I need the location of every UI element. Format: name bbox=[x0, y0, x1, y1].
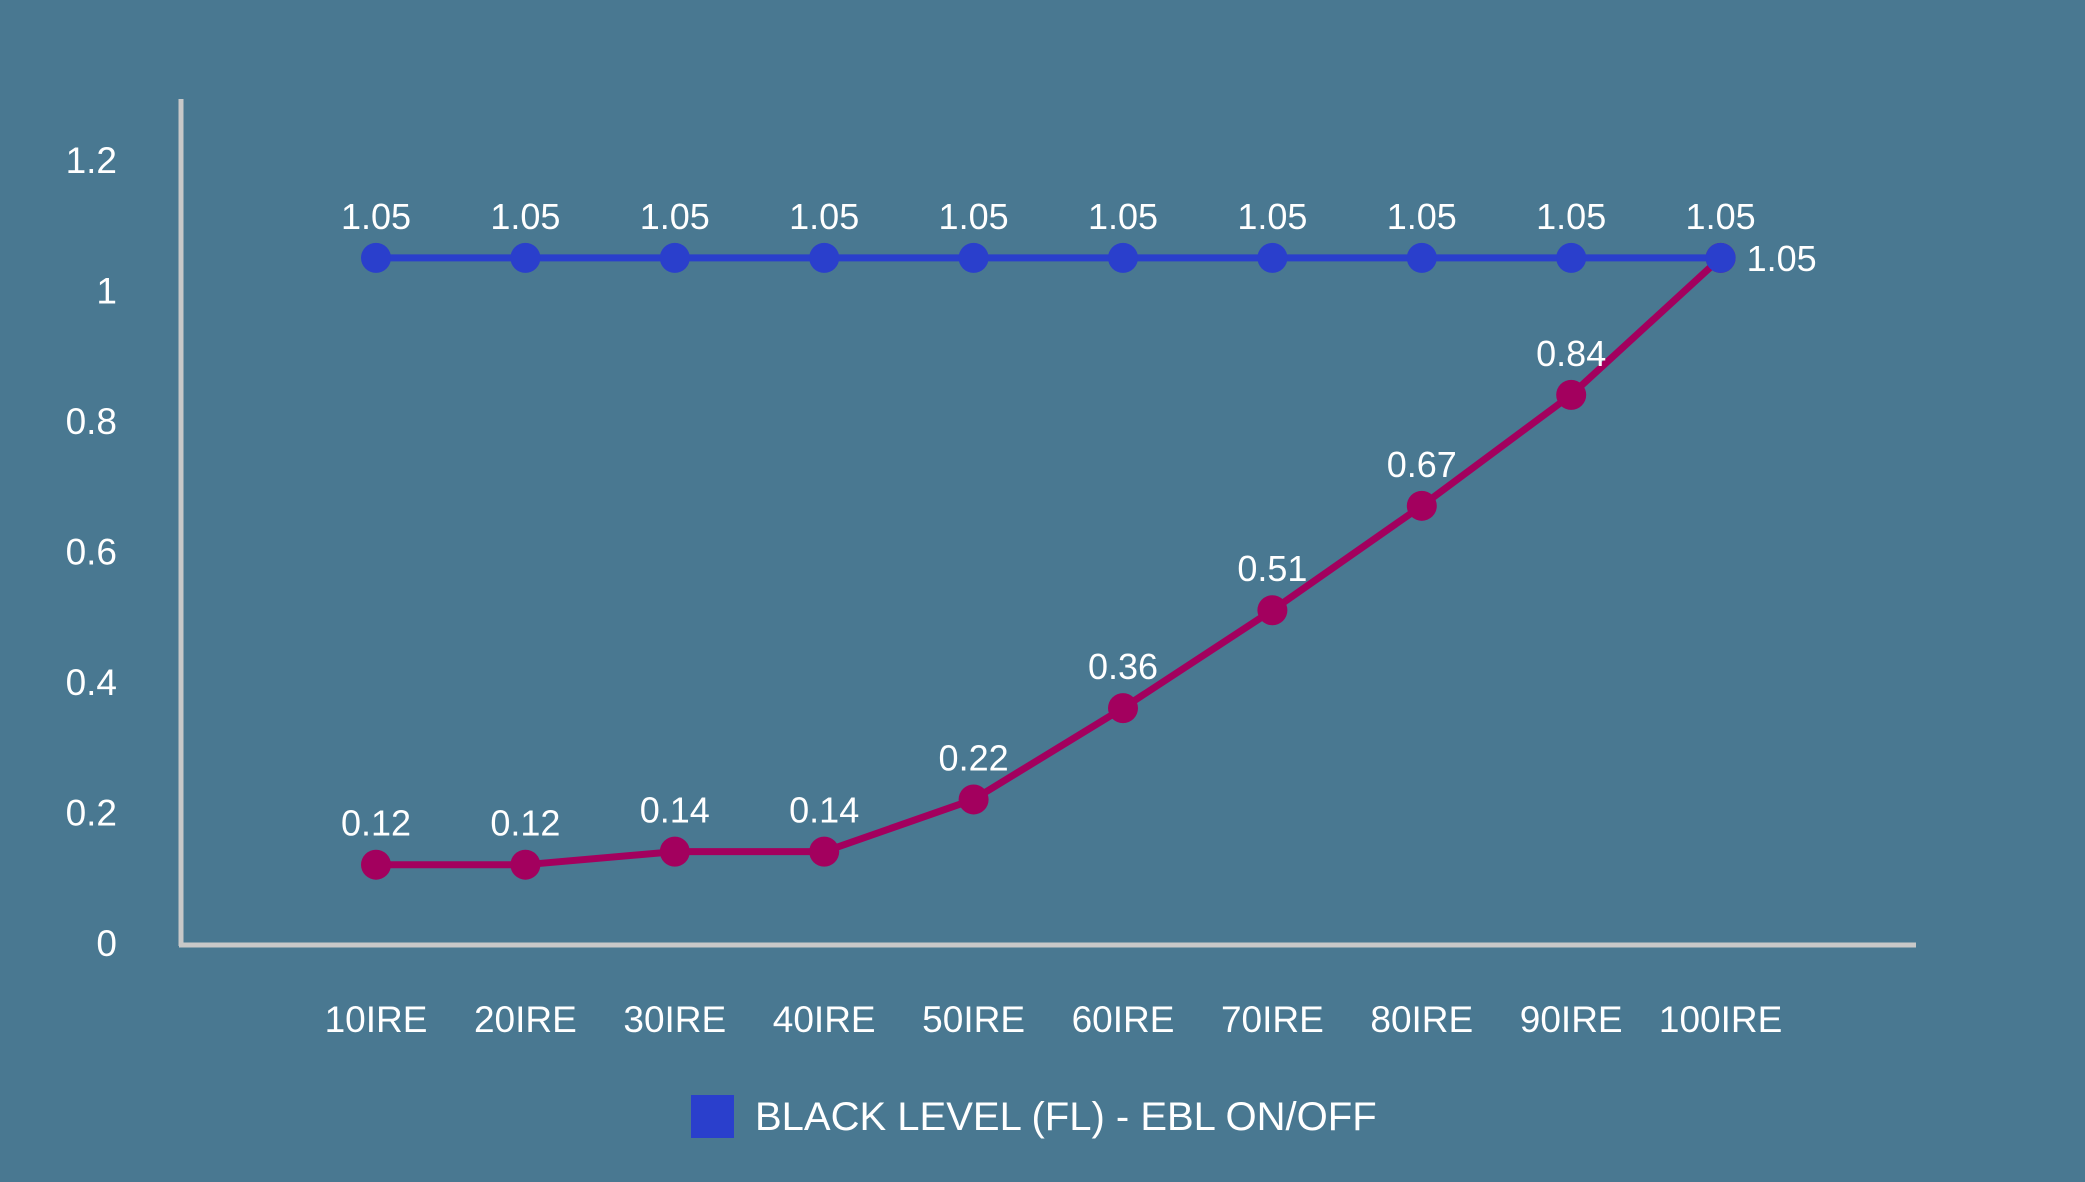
x-tick-label: 20IRE bbox=[474, 999, 577, 1040]
data-label: 1.05 bbox=[1536, 196, 1606, 237]
data-point[interactable] bbox=[1257, 595, 1288, 626]
x-tick-label: 90IRE bbox=[1520, 999, 1623, 1040]
series-0: 1.05 1.05 1.05 1.05 1.05 1.05 1.05 1.05 1.05 1.05 bbox=[341, 196, 1756, 273]
series-line bbox=[376, 255, 1723, 869]
data-label: 0.14 bbox=[640, 790, 710, 831]
data-label: 0.12 bbox=[490, 803, 560, 844]
y-tick-label: 0.6 bbox=[66, 532, 117, 573]
data-label: 0.22 bbox=[939, 737, 1009, 778]
data-point[interactable] bbox=[361, 242, 391, 273]
data-label: 1.05 bbox=[789, 196, 859, 237]
data-label: 1.05 bbox=[490, 196, 560, 237]
data-point[interactable] bbox=[958, 784, 989, 815]
x-tick-label: 50IRE bbox=[922, 999, 1025, 1040]
x-tick-label: 80IRE bbox=[1370, 999, 1473, 1040]
data-point[interactable] bbox=[1257, 242, 1288, 273]
data-label: 0.84 bbox=[1536, 333, 1606, 374]
data-point[interactable] bbox=[361, 849, 391, 880]
y-tick-label: 0.4 bbox=[66, 662, 117, 703]
data-label: 1.05 bbox=[1686, 196, 1756, 237]
data-label: 1.05 bbox=[341, 196, 411, 237]
x-tick-label: 40IRE bbox=[773, 999, 876, 1040]
y-axis-ticks: 0 0.2 0.4 0.6 0.8 1 1.2 bbox=[66, 140, 117, 964]
data-point[interactable] bbox=[958, 242, 989, 273]
x-tick-label: 30IRE bbox=[623, 999, 726, 1040]
data-point[interactable] bbox=[1406, 490, 1437, 521]
x-tick-label: 100IRE bbox=[1659, 999, 1782, 1040]
data-label: 0.12 bbox=[341, 803, 411, 844]
data-label: 1.05 bbox=[1747, 238, 1817, 279]
data-point[interactable] bbox=[510, 242, 541, 273]
data-label: 1.05 bbox=[1237, 196, 1307, 237]
data-label: 1.05 bbox=[640, 196, 710, 237]
data-point[interactable] bbox=[1108, 693, 1138, 724]
x-tick-label: 10IRE bbox=[325, 999, 428, 1040]
y-tick-label: 0.2 bbox=[66, 793, 117, 834]
x-tick-label: 60IRE bbox=[1072, 999, 1175, 1040]
data-label: 1.05 bbox=[1088, 196, 1158, 237]
data-label: 0.36 bbox=[1088, 646, 1158, 687]
data-point[interactable] bbox=[1705, 242, 1736, 273]
data-point[interactable] bbox=[1556, 242, 1587, 273]
data-label: 0.51 bbox=[1237, 548, 1307, 589]
data-point[interactable] bbox=[1108, 242, 1138, 273]
data-label: 1.05 bbox=[939, 196, 1009, 237]
x-tick-label: 70IRE bbox=[1221, 999, 1324, 1040]
data-label: 0.14 bbox=[789, 790, 859, 831]
series-1: 0.12 0.12 0.14 0.14 0.22 0.36 0.51 0.67 0.84 1.05 bbox=[341, 238, 1817, 880]
legend-swatch bbox=[691, 1095, 734, 1138]
data-label: 1.05 bbox=[1387, 196, 1457, 237]
y-tick-label: 1.2 bbox=[66, 140, 117, 181]
y-tick-label: 0.8 bbox=[66, 401, 117, 442]
x-axis-ticks: 10IRE 20IRE 30IRE 40IRE 50IRE 60IRE 70IRE 80IRE… bbox=[325, 999, 1783, 1040]
y-tick-label: 0 bbox=[96, 923, 117, 964]
y-tick-label: 1 bbox=[96, 271, 117, 312]
data-point[interactable] bbox=[659, 836, 690, 867]
data-point[interactable] bbox=[809, 836, 840, 867]
data-point[interactable] bbox=[659, 242, 690, 273]
data-point[interactable] bbox=[809, 242, 840, 273]
data-point[interactable] bbox=[1556, 379, 1587, 410]
data-point[interactable] bbox=[510, 849, 541, 880]
legend[interactable]: BLACK LEVEL (FL) - EBL ON/OFF bbox=[691, 1095, 1377, 1139]
data-label: 0.67 bbox=[1387, 444, 1457, 485]
data-point[interactable] bbox=[1406, 242, 1437, 273]
legend-label: BLACK LEVEL (FL) - EBL ON/OFF bbox=[755, 1095, 1377, 1139]
series-group: 0.12 0.12 0.14 0.14 0.22 0.36 0.51 0.67 0.84 1.05… bbox=[341, 196, 1817, 880]
